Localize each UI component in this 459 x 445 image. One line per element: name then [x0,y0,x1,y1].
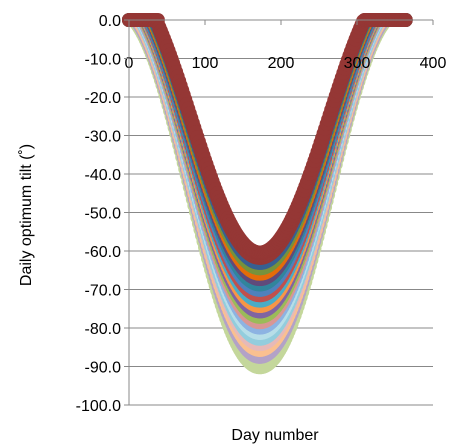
y-tick-label: -80.0 [85,321,122,338]
x-tick-label: 300 [344,55,371,72]
x-tick-label: 200 [268,55,295,72]
y-tick-label: -40.0 [85,167,122,184]
y-tick-label: -60.0 [85,244,122,261]
y-tick-label: -90.0 [85,360,122,377]
y-axis-title: Daily optimum tilt (˚) [18,144,35,286]
y-tick-label: -70.0 [85,283,122,300]
y-axis: 0.0 -10.0 -20.0 -30.0 -40.0 -50.0 -60.0 -70.0 -8… [76,13,130,415]
x-tick-label: 100 [192,55,219,72]
x-axis-title: Day number [231,427,319,444]
plot-area [122,13,413,375]
y-tick-label: -30.0 [85,129,122,146]
y-tick-label: -50.0 [85,206,122,223]
y-tick-label: -20.0 [85,90,122,107]
x-tick-label: 400 [420,55,447,72]
series-band [122,13,413,260]
y-tick-label: -10.0 [85,52,122,69]
y-tick-label: -100.0 [76,398,121,415]
y-tick-label: 0.0 [99,13,121,30]
